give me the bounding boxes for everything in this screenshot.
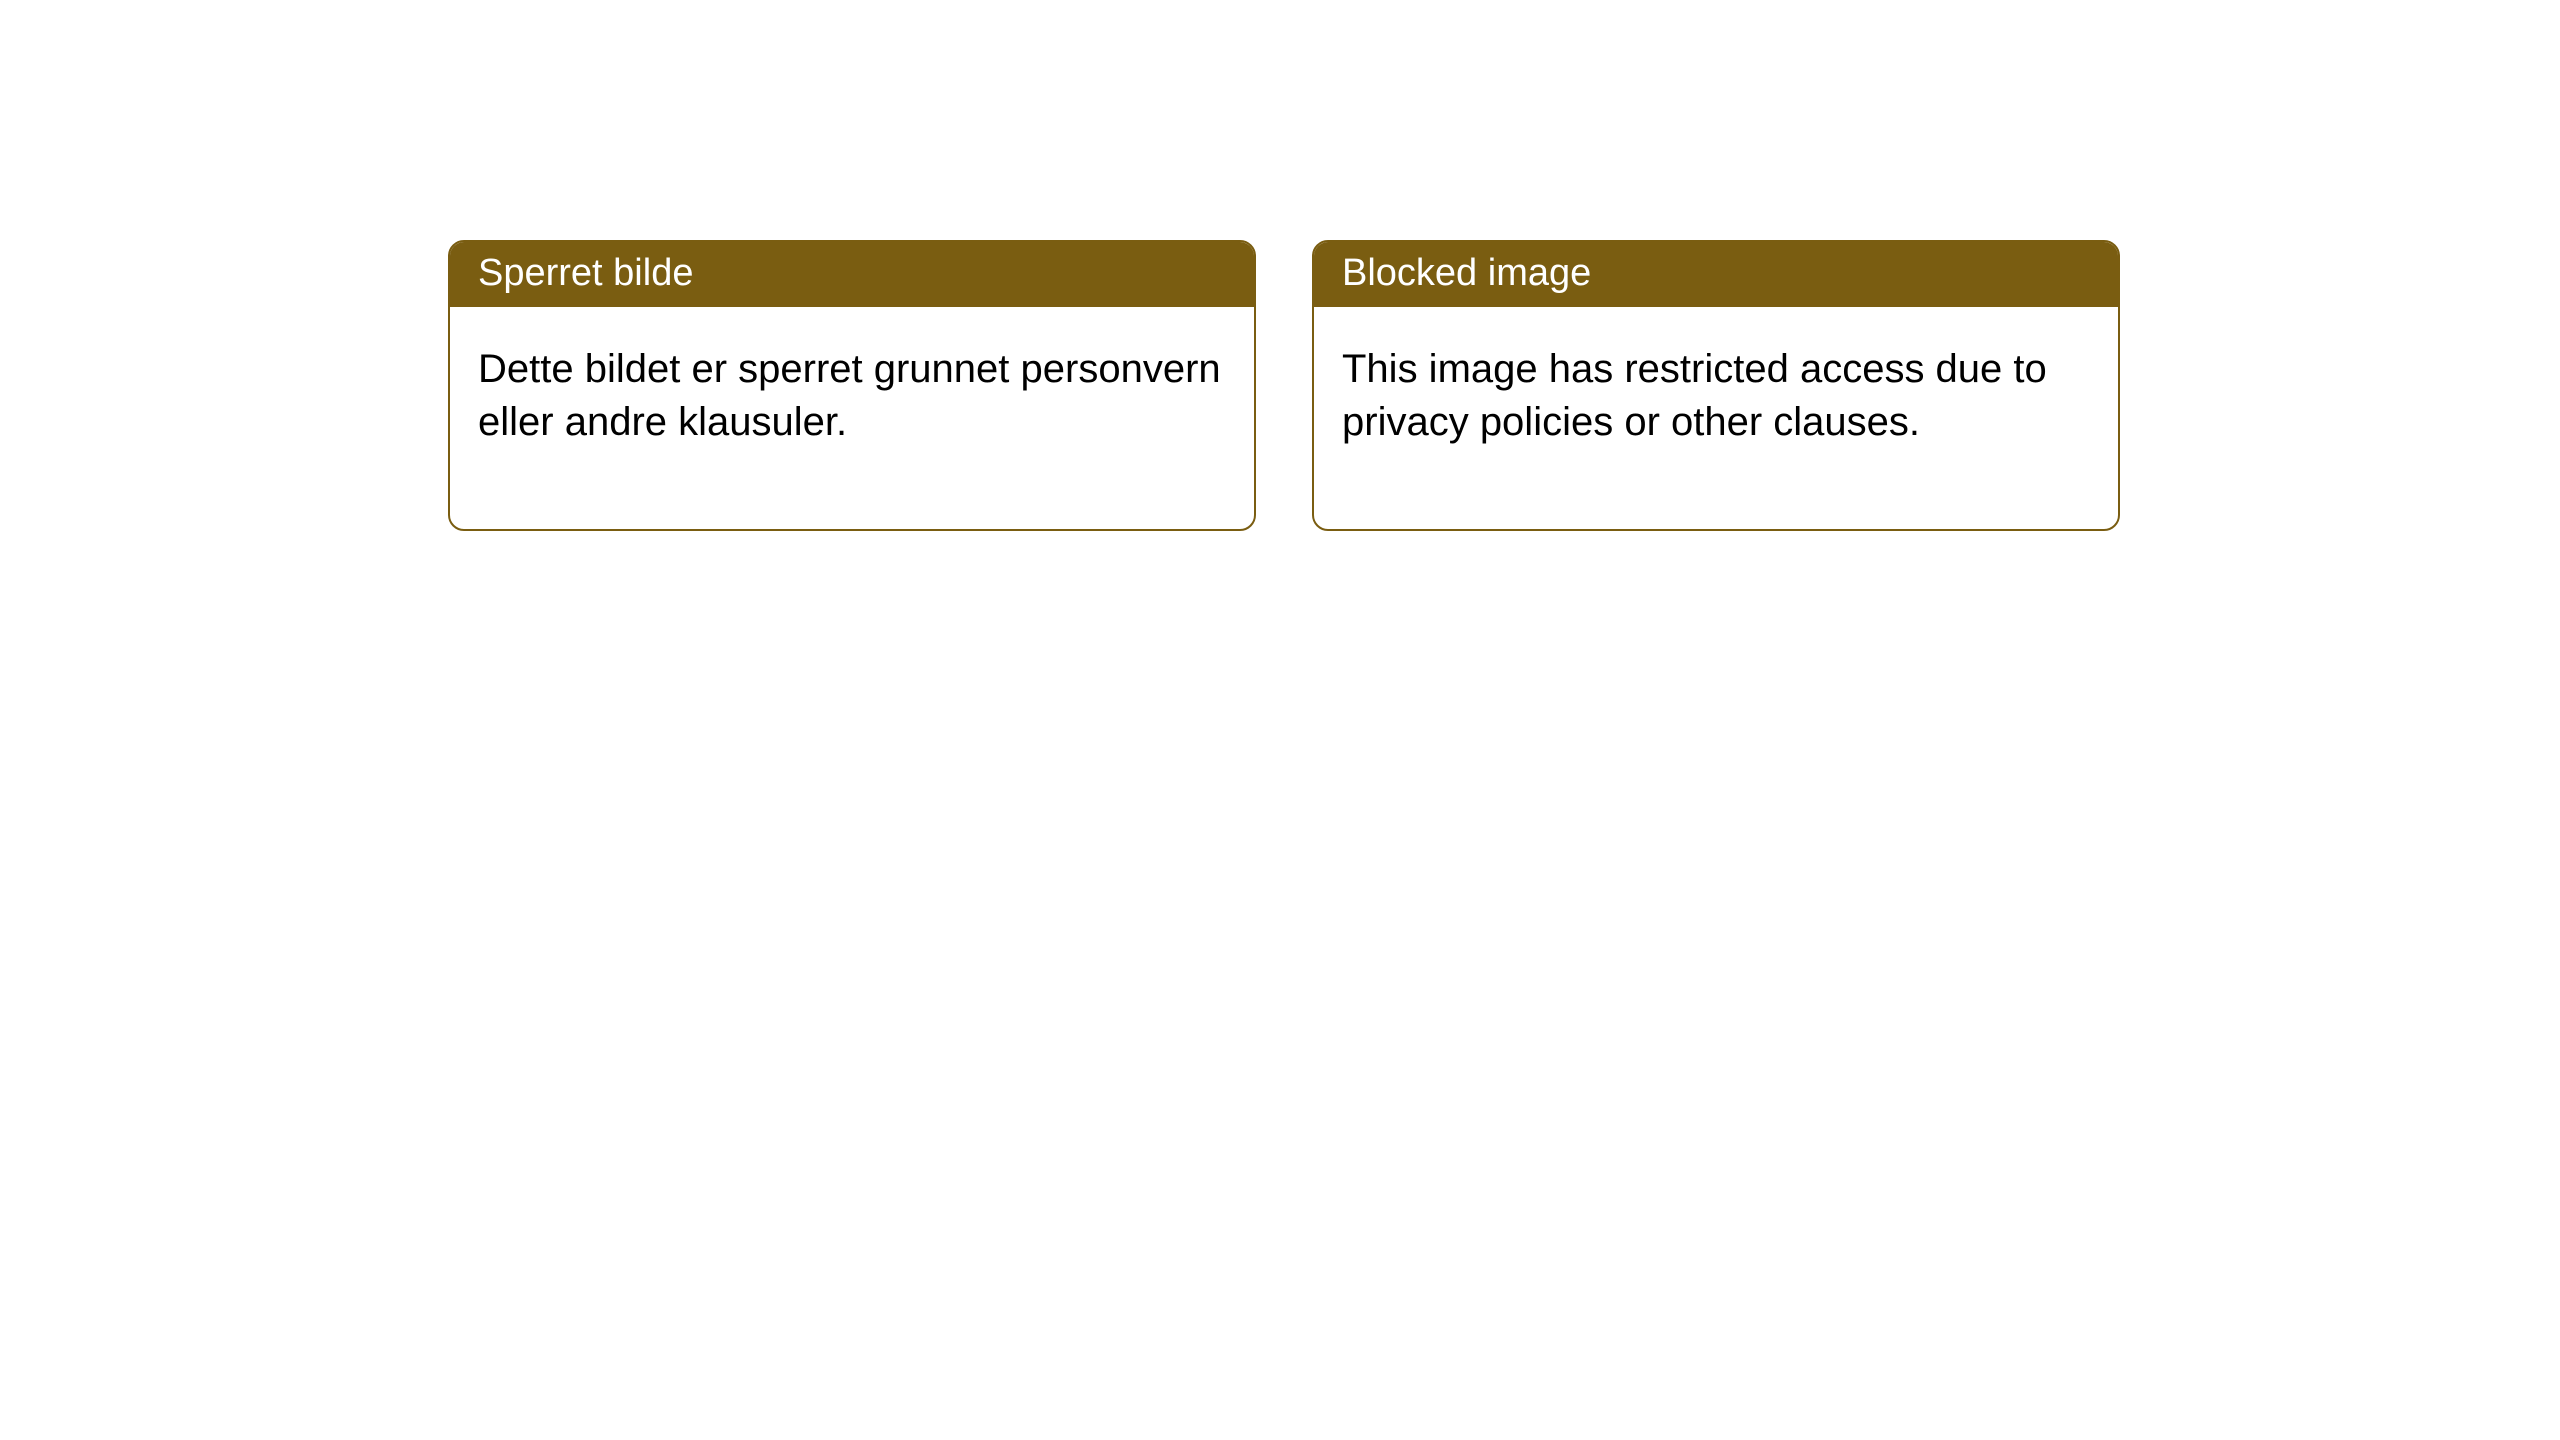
notice-body: This image has restricted access due to … [1314,307,2118,529]
notice-container: Sperret bilde Dette bildet er sperret gr… [0,0,2560,531]
notice-card-norwegian: Sperret bilde Dette bildet er sperret gr… [448,240,1256,531]
notice-body: Dette bildet er sperret grunnet personve… [450,307,1254,529]
notice-card-english: Blocked image This image has restricted … [1312,240,2120,531]
notice-header: Blocked image [1314,242,2118,307]
notice-header: Sperret bilde [450,242,1254,307]
